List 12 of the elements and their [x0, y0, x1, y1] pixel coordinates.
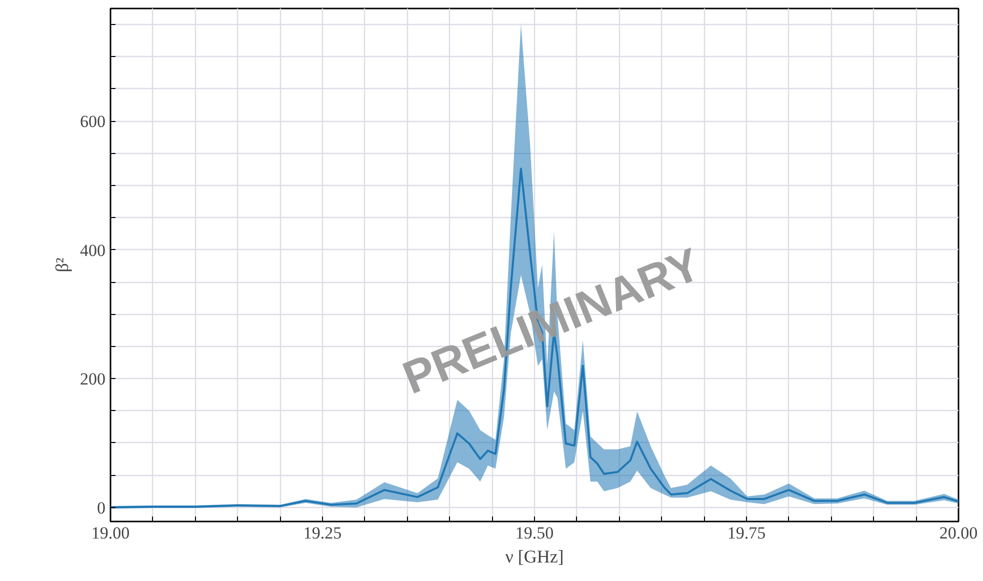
y-tick-label: 200	[80, 370, 106, 389]
x-tick-label: 19.50	[515, 524, 554, 542]
y-tick-label: 0	[97, 498, 106, 518]
x-tick-label: 19.00	[91, 524, 130, 542]
y-tick-label: 600	[80, 112, 106, 132]
x-tick-label: 19.75	[727, 524, 766, 542]
y-tick-label: 400	[80, 240, 106, 260]
y-axis-title: β²	[52, 258, 72, 272]
x-tick-label: 19.25	[303, 524, 342, 542]
x-tick-label: 20.00	[939, 524, 978, 542]
x-axis-title: ν [GHz]	[505, 546, 564, 566]
line-series	[110, 168, 958, 508]
